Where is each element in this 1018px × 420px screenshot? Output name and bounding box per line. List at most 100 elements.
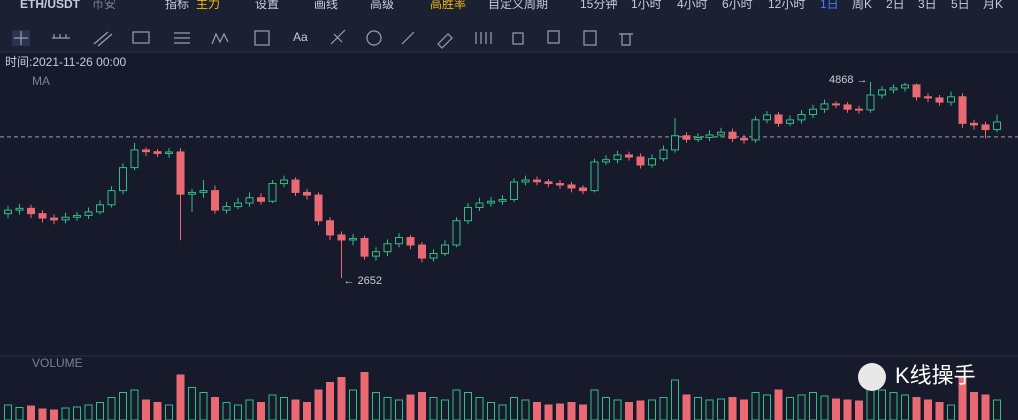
period-tab[interactable]: 15分钟 (580, 0, 617, 11)
candle-body (751, 119, 760, 141)
candle-body (349, 237, 357, 241)
text-tool[interactable]: Aa (293, 30, 308, 44)
rect-tool[interactable] (132, 31, 150, 44)
symbol[interactable]: ETH/USDT (20, 0, 81, 11)
fib-tool[interactable] (174, 32, 190, 44)
toolbar-item[interactable]: 主力 (196, 0, 220, 11)
volume-bar (73, 406, 81, 420)
pencil-tool[interactable] (401, 31, 415, 45)
measure-tool[interactable] (254, 30, 270, 46)
candle-body (636, 156, 645, 166)
volume-bar (832, 398, 840, 420)
drawing-tools (12, 29, 633, 49)
toolbar-item[interactable]: 画线 (314, 0, 338, 11)
volume-bar (245, 399, 254, 420)
period-tab[interactable]: 12小时 (768, 0, 805, 11)
candle-body (372, 251, 380, 257)
candle-body (73, 214, 81, 218)
candle-body (429, 252, 438, 259)
period-tab[interactable]: 2日 (886, 0, 905, 11)
candle-body (510, 181, 518, 200)
candle-body (498, 198, 507, 202)
candle-body (4, 209, 12, 215)
volume-bar (188, 387, 196, 420)
volume-bar (107, 397, 116, 420)
volume-bar (533, 402, 541, 420)
candle-body (130, 149, 139, 169)
volume-bar (50, 409, 58, 420)
eraser-tool[interactable] (437, 33, 453, 49)
candle-body (556, 183, 564, 186)
volume-bar (165, 404, 173, 420)
candle-body (889, 87, 898, 91)
volume-bar (924, 399, 932, 420)
volume-bar (590, 389, 599, 420)
candle-body (475, 202, 484, 208)
delete-tool[interactable] (619, 33, 633, 46)
volume-bar (659, 397, 668, 420)
candle-body (924, 96, 932, 99)
period-tab[interactable]: 月K (983, 0, 1003, 11)
watermark: K线操手 (895, 363, 976, 388)
volume-bar (257, 402, 265, 420)
candle-body (27, 207, 35, 215)
period-tab[interactable]: 6小时 (722, 0, 753, 11)
toolbar-item[interactable]: 自定义周期 (488, 0, 548, 11)
volume-label: VOLUME (32, 356, 83, 370)
period-tab[interactable]: 1日 (820, 0, 839, 11)
bars-tool[interactable] (475, 32, 492, 44)
ruler-tool[interactable] (52, 34, 70, 39)
period-tab[interactable]: 5日 (951, 0, 970, 11)
period-tab[interactable]: 3日 (918, 0, 937, 11)
candle-body (659, 149, 668, 160)
volume-bar (303, 402, 311, 420)
magnet-tool[interactable] (366, 30, 382, 46)
toolbar-item[interactable]: 设置 (255, 0, 279, 11)
candle-body (165, 151, 173, 154)
toolbar-bg (0, 0, 1018, 52)
volume-bar (751, 392, 760, 420)
candle-body (107, 190, 116, 206)
edit-tool[interactable] (583, 30, 597, 46)
candle-body (441, 244, 449, 254)
volume-bar (360, 372, 369, 420)
volume-bar (4, 404, 12, 420)
candle-body (579, 187, 587, 192)
volume-bar (981, 394, 990, 420)
volume-bar (429, 397, 438, 420)
volume-bar (372, 392, 380, 420)
toolbar-item[interactable]: 高级 (370, 0, 394, 11)
volume-bar (406, 394, 415, 420)
toolbar-item[interactable]: 高胜率 (430, 0, 466, 11)
candle-body (418, 244, 426, 259)
period-tab[interactable]: 4小时 (677, 0, 708, 11)
copy-tool[interactable] (547, 30, 560, 44)
period-tab[interactable]: 1小时 (631, 0, 662, 11)
volume-bar (544, 404, 553, 420)
brush-tool[interactable] (330, 29, 346, 45)
volume-bar (912, 397, 921, 420)
candle-body (728, 131, 737, 139)
candle-body (797, 113, 806, 121)
volume-bar (234, 404, 242, 420)
candle-body (625, 154, 633, 158)
lock-tool[interactable] (512, 32, 524, 45)
candle-body (820, 103, 829, 110)
candle-body (61, 216, 70, 221)
volume-bar (222, 402, 231, 420)
candle-body (383, 243, 392, 253)
volume-bar (694, 397, 702, 420)
toolbar-item[interactable]: 指标 (165, 0, 189, 11)
price-plot: ← 2652 4868 → (0, 74, 1018, 287)
wave-tool[interactable] (211, 32, 229, 45)
period-tab[interactable]: 周K (852, 0, 872, 11)
volume-bar (498, 404, 507, 420)
volume-bar (15, 407, 24, 420)
candle-body (717, 131, 725, 136)
parallel-tool[interactable] (93, 31, 113, 47)
volume-bar (602, 397, 610, 420)
volume-bar (268, 394, 277, 420)
volume-bar (61, 407, 70, 420)
candle-body (602, 159, 610, 163)
